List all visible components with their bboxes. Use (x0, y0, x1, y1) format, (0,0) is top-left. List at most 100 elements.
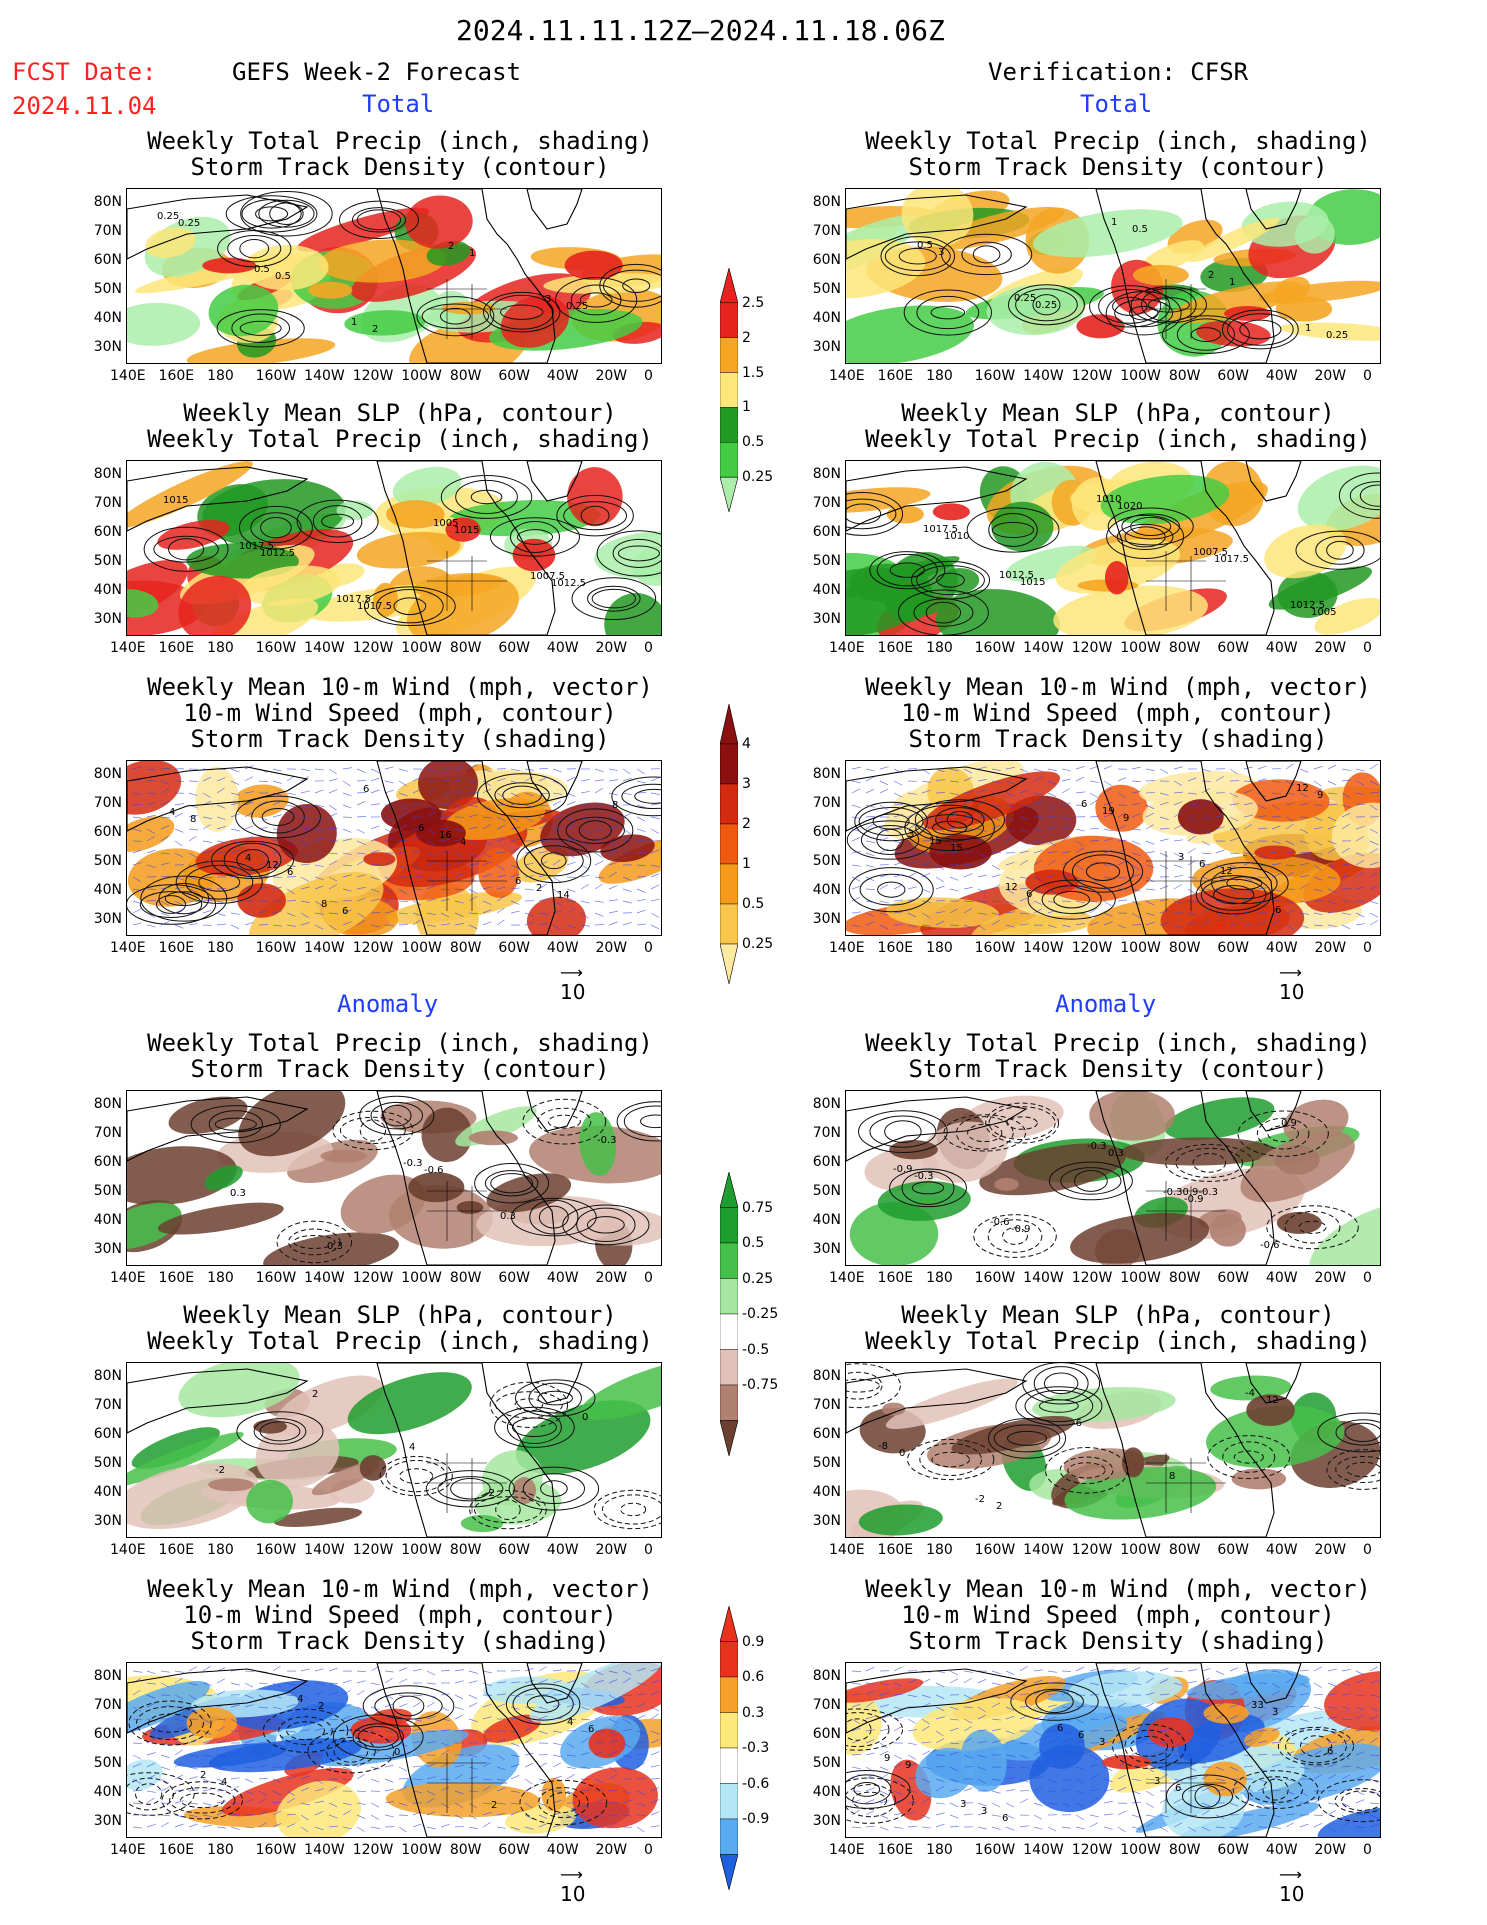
wind-vector (300, 840, 309, 847)
map-panel-L3: 8 6 6 8 4 6 16 2 4 12 6 4 14 8 6 (126, 760, 662, 936)
wind-vector (1103, 1789, 1113, 1792)
contour (379, 1456, 453, 1497)
wind-vector (468, 863, 478, 866)
colorbar-segment (719, 823, 739, 865)
wind-vector (454, 900, 464, 904)
wind-vector (1033, 792, 1043, 796)
wind-vector (258, 1682, 268, 1685)
wind-vector (202, 910, 212, 914)
lat-tick-label: 50N (812, 1755, 841, 1771)
contour-label: 4 (245, 853, 251, 864)
wind-vector (1257, 1669, 1267, 1672)
lat-tick-label: 40N (93, 1784, 122, 1800)
wind-vector (314, 1766, 325, 1768)
wind-vector (1327, 1668, 1337, 1672)
shading-blob (127, 816, 175, 852)
lat-tick-label: 50N (93, 553, 122, 569)
contour (528, 1382, 582, 1414)
wind-vector (524, 1814, 534, 1820)
wind-vector (412, 1740, 422, 1744)
contour-label: 15 (929, 836, 942, 847)
wind-vector (1047, 1802, 1057, 1805)
contour (359, 1119, 387, 1142)
shading-blob (127, 1146, 237, 1206)
lon-tick-label: 0 (644, 940, 653, 956)
wind-vector (538, 816, 548, 822)
wind-vector (963, 776, 973, 782)
wind-vector (272, 768, 282, 772)
contour-label: 0.3 (500, 1211, 516, 1222)
wind-vector (935, 1738, 945, 1744)
wind-vector (1369, 900, 1379, 905)
wind-vector (1341, 912, 1351, 916)
contour (1349, 481, 1380, 511)
contour-label: -2 (485, 1488, 495, 1499)
wind-vector (1131, 828, 1141, 831)
wind-vector (426, 1716, 436, 1720)
wind-vector (328, 804, 337, 811)
wind-vector (1005, 1766, 1015, 1769)
shading-blob (386, 891, 522, 925)
wind-vector (258, 910, 268, 914)
contour-label: 3 (908, 829, 914, 840)
wind-vector (949, 1742, 959, 1745)
wind-vector (454, 804, 464, 809)
wind-vector (132, 1789, 142, 1792)
wind-vector (370, 888, 380, 893)
lat-tick-label: 70N (812, 495, 841, 511)
title-L1: Weekly Total Precip (inch, shading) Stor… (147, 127, 653, 181)
shading-blob (157, 1202, 284, 1235)
wind-vector (314, 900, 323, 907)
wind-vector (977, 860, 987, 866)
lon-tick-label: 140W (1023, 1270, 1064, 1286)
wind-vector (949, 851, 959, 854)
wind-vector (384, 910, 394, 914)
wind-vector (608, 899, 618, 902)
wind-vector (188, 1823, 198, 1828)
greenland-outline (1245, 761, 1302, 802)
wind-vector (1355, 1751, 1365, 1756)
wind-vector (1355, 826, 1365, 830)
wind-vector (1159, 864, 1169, 869)
shading-blob (1032, 209, 1183, 258)
wind-vector (1117, 839, 1127, 842)
wind-vector (454, 1669, 464, 1672)
wind-vector (1201, 816, 1211, 820)
wind-vector (851, 1799, 861, 1804)
coastlines (846, 189, 1302, 363)
wind-vector (1201, 1668, 1211, 1672)
lat-tick-label: 50N (812, 553, 841, 569)
contour (1267, 1125, 1299, 1143)
wind-vector (907, 812, 917, 818)
wind-vector (1047, 900, 1057, 904)
wind-vector (328, 1692, 338, 1696)
wind-vector (949, 1678, 959, 1684)
shading-core (208, 1478, 255, 1492)
wind-vector (1355, 852, 1365, 857)
wind-vector (594, 1826, 604, 1829)
wind-vector (160, 862, 170, 866)
wind-vector (963, 873, 973, 878)
lon-tick-label: 60W (498, 640, 531, 656)
wind-vector (468, 764, 478, 770)
wind-vector (1159, 909, 1169, 914)
wind-vector (608, 848, 618, 854)
wind-vector (1369, 1730, 1380, 1733)
coastlines (846, 761, 1302, 935)
wind-vector (1005, 1754, 1015, 1757)
wind-vector (146, 1694, 156, 1699)
contour (175, 860, 263, 904)
wind-vector (1313, 900, 1324, 902)
wind-vector (370, 912, 381, 914)
wind-vector (1159, 768, 1169, 774)
wind-vector (188, 922, 198, 926)
contour-lines (190, 1095, 661, 1264)
colorbar-label: 1.5 (742, 364, 765, 381)
wind-vector (1089, 1694, 1100, 1696)
wind-vector (314, 852, 324, 856)
wind-vector (300, 1668, 310, 1672)
wind-vector (921, 852, 931, 856)
lon-tick-label: 40W (546, 368, 579, 384)
colorbar-label: 0.75 (742, 1199, 774, 1216)
contour-label: 1015 (163, 495, 188, 506)
